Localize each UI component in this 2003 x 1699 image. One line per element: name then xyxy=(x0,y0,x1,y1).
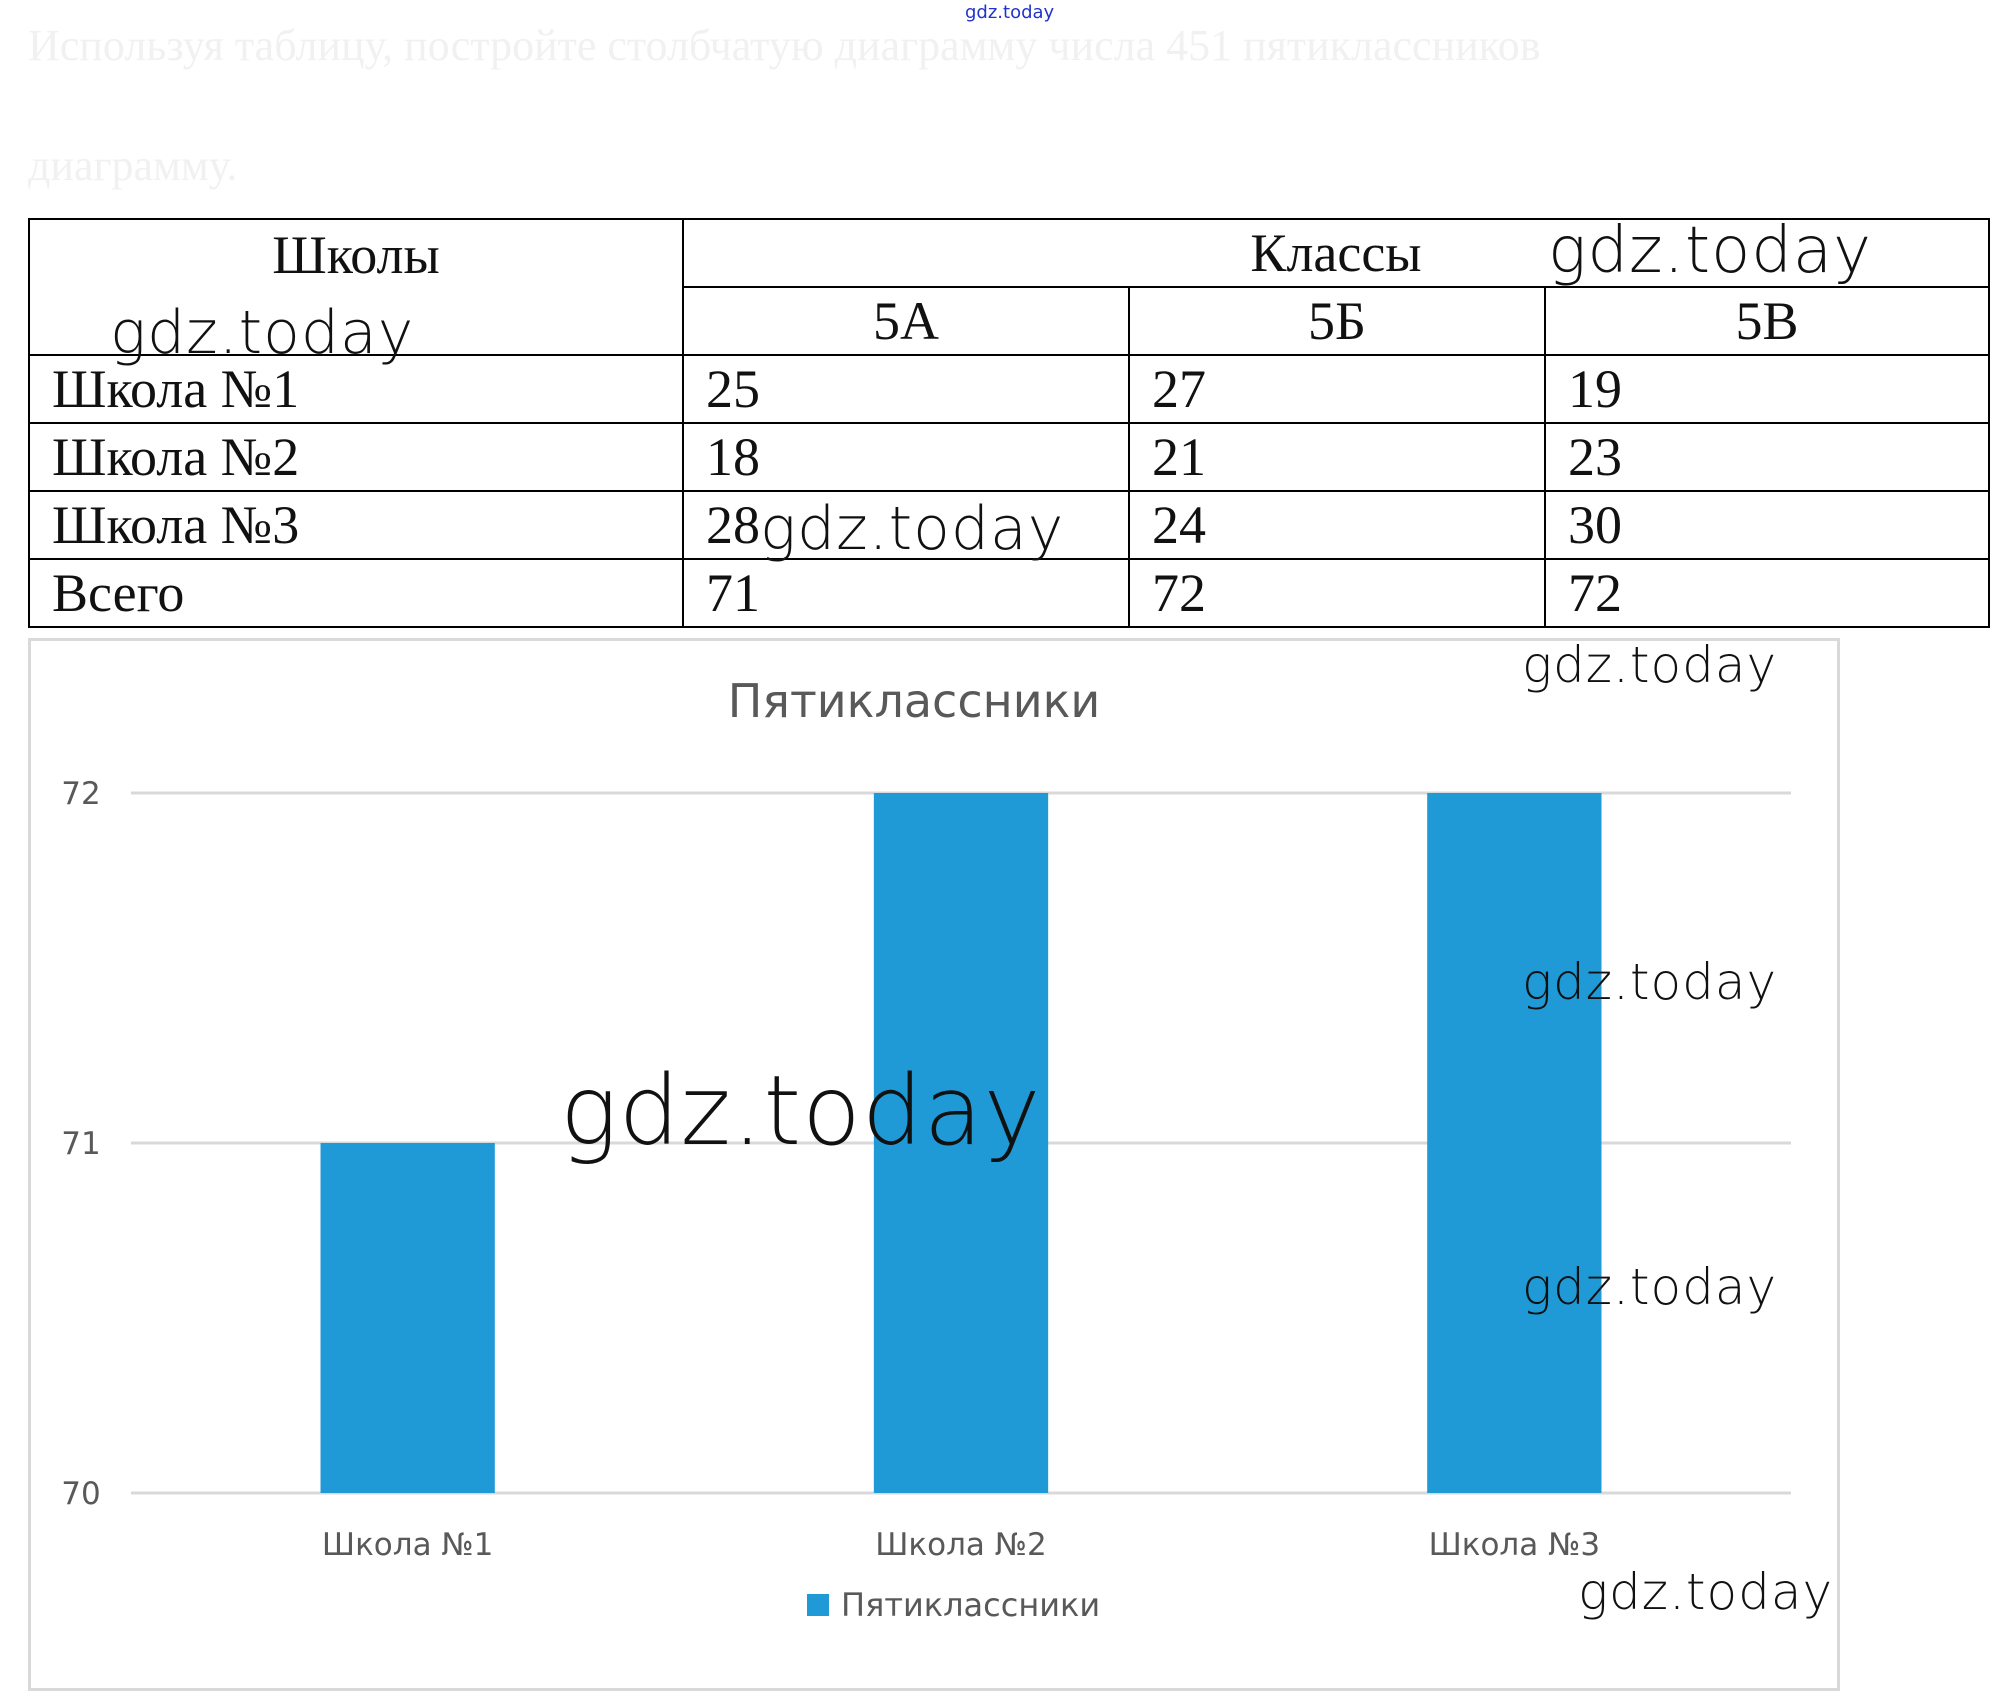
cell-value: 27 xyxy=(1128,354,1546,424)
watermark: gdz.today xyxy=(1522,636,1778,694)
table-header-row: Школы Классы xyxy=(28,218,1990,356)
row-school-name: Школа №3 xyxy=(28,490,684,560)
bar xyxy=(1427,793,1602,1493)
header-class-5v: 5В xyxy=(1544,286,1990,356)
y-tick-label: 72 xyxy=(61,776,100,812)
row-school-name: Школа №2 xyxy=(28,422,684,492)
cell-value: 25 xyxy=(682,354,1130,424)
x-tick-label: Школа №2 xyxy=(875,1527,1046,1563)
faded-task-text-2: диаграмму. xyxy=(28,141,238,190)
cell-value: 21 xyxy=(1128,422,1546,492)
watermark: gdz.today xyxy=(110,298,415,368)
faded-task-text: Используя таблицу, постройте столбчатую … xyxy=(28,21,1541,70)
students-table: Школы Классы 5А 5Б 5В Школа №1 25 27 19 … xyxy=(28,218,1990,628)
header-schools: Школы xyxy=(28,218,684,356)
y-tick-label: 71 xyxy=(61,1126,100,1162)
legend-swatch xyxy=(807,1594,829,1616)
bar xyxy=(320,1143,495,1493)
cell-value: 18 xyxy=(682,422,1130,492)
cell-value: 19 xyxy=(1544,354,1990,424)
watermark: gdz.today xyxy=(1522,953,1778,1011)
table-total-row: Всего 71 72 72 xyxy=(28,558,1990,628)
bar-chart: Пятиклассники 70 71 72 Школа №1 Школа №2 Школа… xyxy=(61,674,1791,1624)
chart-title: Пятиклассники xyxy=(728,674,1101,728)
header-class-5a: 5А xyxy=(682,286,1130,356)
cell-value: 28 xyxy=(682,490,1130,560)
watermark: gdz.today xyxy=(1548,214,1872,288)
watermark: gdz.today xyxy=(1522,1258,1778,1316)
cell-value: 24 xyxy=(1128,490,1546,560)
row-total-label: Всего xyxy=(28,558,684,628)
legend-label: Пятиклассники xyxy=(841,1586,1100,1624)
cell-total: 72 xyxy=(1544,558,1990,628)
x-tick-label: Школа №3 xyxy=(1429,1527,1600,1563)
cell-value: 30 xyxy=(1544,490,1990,560)
x-tick-label: Школа №1 xyxy=(322,1527,493,1563)
watermark: gdz.today xyxy=(760,494,1065,564)
watermark-top: gdz.today xyxy=(965,2,1055,23)
watermark: gdz.today xyxy=(1578,1563,1834,1621)
watermark: gdz.today xyxy=(560,1055,1042,1167)
table-row: Школа №3 28 24 30 xyxy=(28,490,1990,560)
table-subheader-row: 5А 5Б 5В xyxy=(29,286,1990,356)
cell-total: 71 xyxy=(682,558,1130,628)
row-school-name: Школа №1 xyxy=(28,354,684,424)
header-class-5b: 5Б xyxy=(1128,286,1546,356)
bar xyxy=(873,793,1049,1493)
y-tick-label: 70 xyxy=(61,1476,100,1512)
table-row: Школа №2 18 21 23 xyxy=(28,422,1990,492)
cell-value: 23 xyxy=(1544,422,1990,492)
header-classes: Классы xyxy=(682,218,1990,288)
table-row: Школа №1 25 27 19 xyxy=(28,354,1990,424)
chart-frame: Пятиклассники 70 71 72 Школа №1 Школа №2 Школа… xyxy=(28,638,1840,1691)
cell-total: 72 xyxy=(1128,558,1546,628)
